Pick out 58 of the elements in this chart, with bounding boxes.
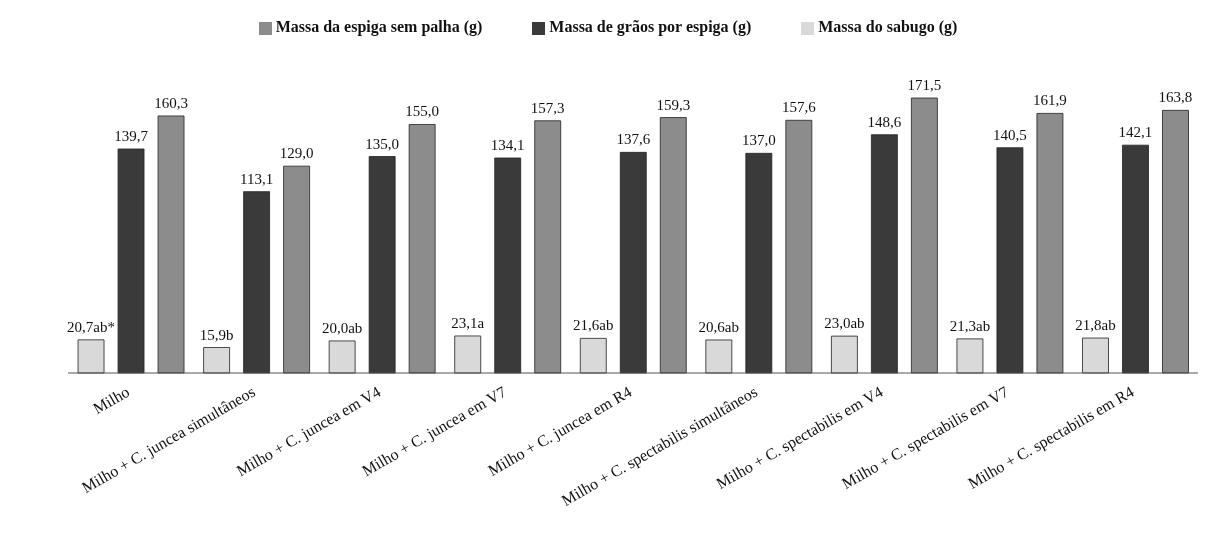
bar [243,191,270,374]
data-label: 137,0 [741,132,776,149]
data-label: 20,0ab [321,319,363,336]
data-label: 159,3 [656,96,691,113]
data-label: 148,6 [867,113,902,130]
data-label: 163,8 [1158,89,1193,106]
data-label: 129,0 [279,145,314,162]
bar [996,147,1024,374]
bar [1082,337,1109,374]
data-label: 20,7ab* [67,318,116,335]
bar [283,165,310,374]
data-label: 137,6 [616,131,651,148]
data-label: 23,0ab [824,315,865,332]
data-label: 161,9 [1033,92,1067,109]
data-label: 15,9b [199,326,234,343]
bar [745,152,773,374]
data-label: 113,1 [240,170,274,187]
data-label: 171,5 [907,77,942,93]
data-label: 135,0 [365,135,400,152]
bar [619,151,647,374]
bar [328,340,356,374]
bar [705,339,733,374]
data-label: 139,7 [114,127,149,144]
bar [1036,112,1064,374]
bar [534,120,562,374]
bar [494,157,522,374]
bar [579,337,607,374]
bar [157,115,185,374]
data-label: 20,6ab [698,318,740,335]
bar [203,347,230,374]
data-label: 21,6ab [573,317,614,334]
data-label: 157,6 [781,99,817,116]
bar [454,335,482,374]
data-label: 142,1 [1118,124,1153,141]
bar [1122,144,1149,374]
bar [870,134,898,374]
data-label: 21,3ab [949,317,991,334]
legend-label: Massa do sabugo (g) [818,18,958,35]
legend-label: Massa de grãos por espiga (g) [549,18,752,35]
bar [117,148,145,374]
data-label: 134,1 [490,136,525,153]
data-label: 140,5 [993,126,1027,143]
bar [1162,109,1189,374]
bar [910,97,938,374]
bar [408,124,436,374]
x-tick-label: Milho [89,382,133,418]
data-label: 160,3 [154,94,188,111]
legend-label: Massa da espiga sem palha (g) [275,18,483,35]
bar [830,335,858,374]
data-label: 23,1a [451,314,485,331]
data-label: 157,3 [530,99,565,116]
bar [956,338,984,374]
bar [785,119,813,374]
bar [77,339,105,374]
bar [368,156,396,374]
data-label: 155,0 [405,103,440,120]
bar [659,117,687,374]
data-label: 21,8ab [1075,317,1116,334]
